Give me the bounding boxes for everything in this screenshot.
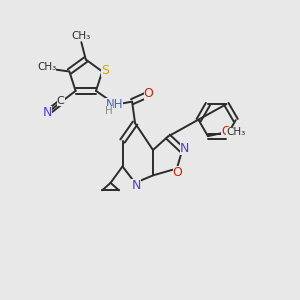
Text: O: O bbox=[144, 87, 153, 101]
Text: O: O bbox=[172, 166, 182, 178]
Text: NH: NH bbox=[105, 98, 123, 110]
Text: CH₃: CH₃ bbox=[72, 31, 91, 40]
Text: CH₃: CH₃ bbox=[37, 62, 56, 72]
Text: N: N bbox=[180, 142, 189, 155]
Text: C: C bbox=[57, 96, 64, 106]
Text: N: N bbox=[131, 179, 141, 192]
Text: CH₃: CH₃ bbox=[226, 127, 245, 137]
Text: H: H bbox=[105, 106, 113, 116]
Text: O: O bbox=[221, 125, 230, 138]
Text: S: S bbox=[101, 64, 109, 77]
Text: N: N bbox=[43, 106, 52, 119]
